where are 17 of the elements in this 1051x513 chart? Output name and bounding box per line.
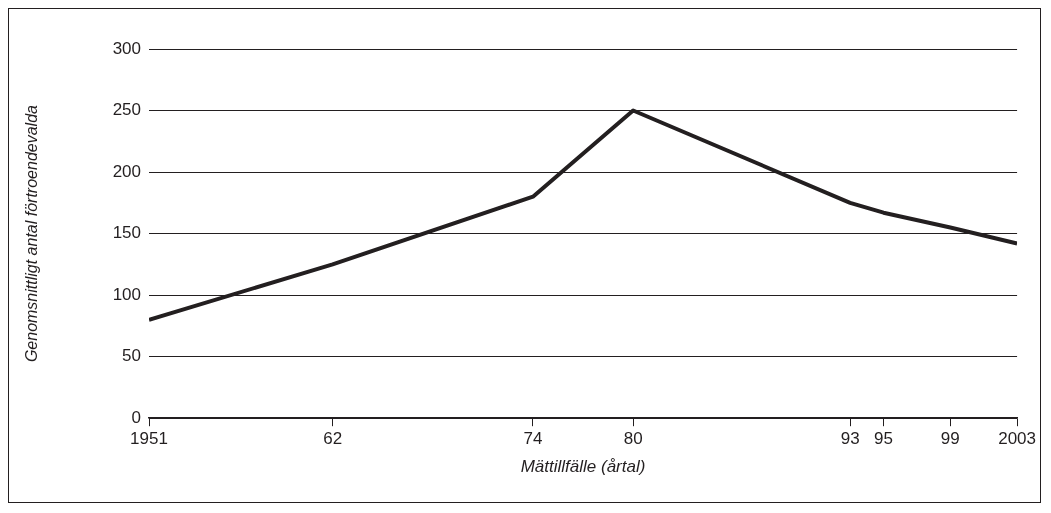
y-tick-label: 50	[122, 346, 141, 366]
x-tick-label: 74	[523, 429, 543, 449]
y-tick-label: 0	[131, 407, 141, 427]
x-tick-label: 93	[840, 429, 860, 449]
y-tick-label: 300	[112, 38, 141, 58]
x-axis-title: Mättillfälle (årtal)	[520, 456, 646, 476]
x-tick-label: 99	[940, 429, 960, 449]
x-tick-label: 1951	[130, 429, 168, 449]
x-tick-label: 95	[874, 429, 893, 449]
x-tick-label: 62	[323, 429, 343, 449]
y-tick-label: 250	[112, 100, 141, 120]
y-tick-label: 100	[112, 284, 141, 304]
y-tick-label: 150	[112, 223, 141, 243]
y-tick-label: 200	[112, 161, 141, 181]
x-tick-label: 80	[623, 429, 643, 449]
x-tick-label: 2003	[998, 429, 1036, 449]
y-axis-title: Genomsnittligt antal förtroendevalda	[23, 104, 41, 363]
